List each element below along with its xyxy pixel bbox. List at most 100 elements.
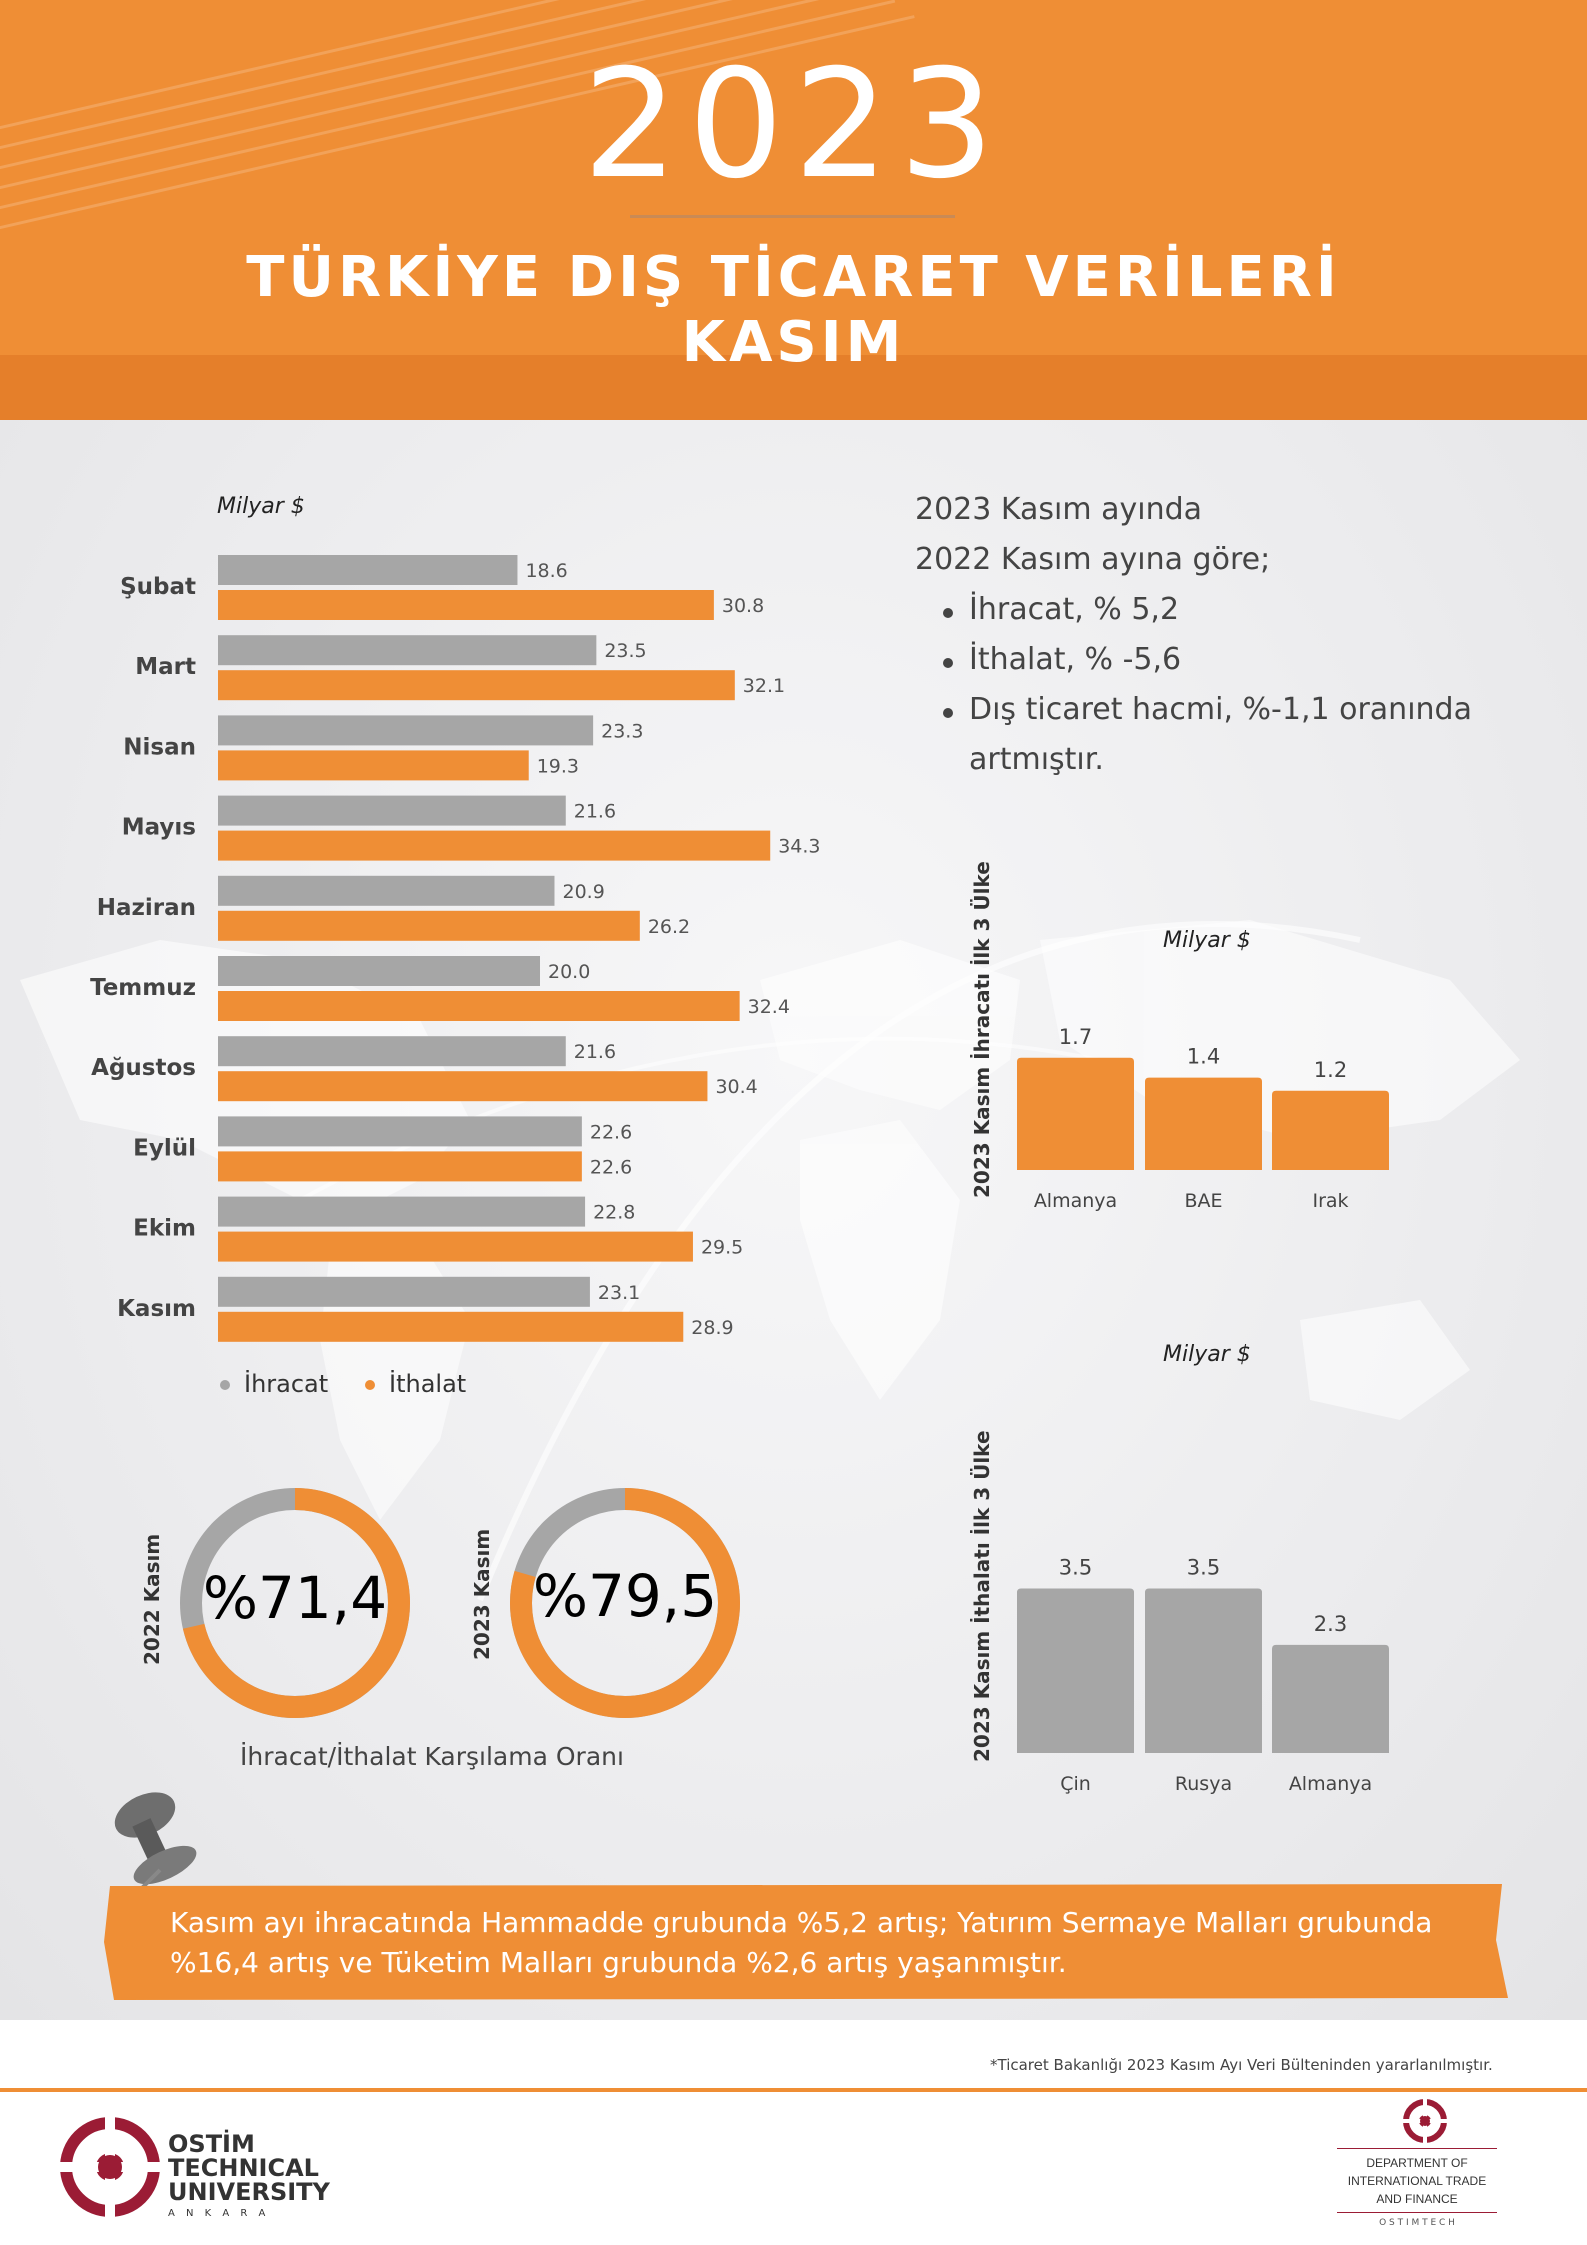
donut-coverage-arc <box>182 1488 410 1718</box>
country-bar-value: 1.2 <box>1314 1058 1347 1082</box>
department-name-line-2: INTERNATIONAL TRADE <box>1347 2174 1487 2188</box>
country-bar-value: 3.5 <box>1187 1556 1220 1580</box>
import-top3-chart: 3.5 Çin 3.5 Rusya 2.3 Almanya <box>1017 1556 1389 1795</box>
import-bar <box>218 830 771 861</box>
country-bar-value: 3.5 <box>1059 1556 1092 1580</box>
bullet-dot <box>943 708 953 718</box>
import-bar <box>218 1231 693 1262</box>
month-label: Ağustos <box>91 1055 196 1081</box>
note-line-2: %16,4 artış ve Tüketim Malları grubunda … <box>170 1946 1067 1979</box>
month-label: Mart <box>135 654 196 680</box>
country-label: Almanya <box>1289 1773 1372 1795</box>
footnote: *Ticaret Bakanlığı 2023 Kasım Ayı Veri B… <box>990 2056 1493 2074</box>
country-label: Almanya <box>1034 1190 1117 1212</box>
export-bar <box>218 715 594 746</box>
country-label: Çin <box>1060 1773 1091 1795</box>
department-name-line-1: DEPARTMENT OF <box>1366 2156 1468 2170</box>
summary-continuation: artmıştır. <box>969 742 1104 777</box>
donut-2023-title: 2023 Kasım <box>470 1528 494 1660</box>
department-rule-top <box>1337 2148 1497 2149</box>
department-name-line-3: AND FINANCE <box>1376 2192 1458 2206</box>
donut-2022-title: 2022 Kasım <box>140 1533 164 1665</box>
import-bar-label: 19.3 <box>537 755 579 777</box>
ostim-logo-icon <box>55 2112 165 2222</box>
month-label: Temmuz <box>90 975 196 1001</box>
university-name-line-2: TECHNICAL <box>168 2154 319 2182</box>
year-title: 2023 <box>582 38 1005 212</box>
import-bar <box>218 1311 684 1342</box>
summary-bullet-volume: Dış ticaret hacmi, %-1,1 oranında <box>969 692 1472 727</box>
export-bar-label: 22.6 <box>590 1121 632 1143</box>
export-bar <box>218 1116 582 1147</box>
import-bar-label: 30.4 <box>715 1076 757 1098</box>
month-label: Şubat <box>120 574 196 600</box>
import-bar-label: 30.8 <box>722 595 764 617</box>
export-bar <box>218 795 566 826</box>
footer-divider <box>0 2088 1587 2092</box>
month-label: Eylül <box>133 1135 196 1161</box>
import-bar-label: 26.2 <box>648 916 690 938</box>
export-bar-label: 23.5 <box>604 640 646 662</box>
import-bar-label: 32.4 <box>748 996 790 1018</box>
summary-bullet-export: İhracat, % 5,2 <box>969 592 1180 627</box>
monthly-trade-chart: Şubat 18.6 30.8 Mart 23.5 32.1 Nisan 23.3 19.3 Ma… <box>90 555 821 1342</box>
department-logo-icon <box>1400 2096 1450 2146</box>
department-rule-bottom <box>1337 2212 1497 2213</box>
month-label: Haziran <box>97 895 196 921</box>
donut-2022-chart <box>180 1488 410 1718</box>
export-bar-label: 20.9 <box>562 881 604 903</box>
country-bar-value: 1.7 <box>1059 1025 1092 1049</box>
export-bar <box>218 555 518 585</box>
page-title: TÜRKİYE DIŞ TİCARET VERİLERİ <box>246 245 1341 310</box>
pushpin-icon <box>114 1792 197 1902</box>
header-band <box>0 355 1587 420</box>
import-bar <box>218 590 714 620</box>
legend-export-label: İhracat <box>244 1370 329 1398</box>
legend-import-swatch <box>365 1380 375 1390</box>
university-name: OSTİM TECHNICAL UNIVERSITY <box>168 2132 330 2204</box>
year-divider <box>630 215 955 218</box>
import-bar <box>218 1071 708 1102</box>
university-name-line-1: OSTİM <box>168 2130 255 2158</box>
import-bar <box>218 670 735 701</box>
donut-2023-value: %79,5 <box>532 1562 718 1630</box>
country-bar <box>1017 1057 1134 1170</box>
import-bar-label: 29.5 <box>701 1237 743 1259</box>
export-bar-label: 23.3 <box>601 720 643 742</box>
country-label: Irak <box>1312 1190 1348 1212</box>
university-city: A N K A R A <box>168 2208 270 2219</box>
page-subtitle: KASIM <box>681 310 906 375</box>
export-bar <box>218 875 555 906</box>
import-top3-title: 2023 Kasım İthalatı İlk 3 Ülke <box>970 1430 994 1762</box>
summary-bullet-import: İthalat, % -5,6 <box>969 642 1182 677</box>
bullet-dot <box>943 658 953 668</box>
import-bar-label: 28.9 <box>691 1317 733 1339</box>
country-bar <box>1017 1588 1134 1753</box>
donut-2023-chart <box>510 1488 740 1718</box>
donut-caption: İhracat/İthalat Karşılama Oranı <box>240 1742 624 1771</box>
summary-line-1: 2023 Kasım ayında <box>915 492 1203 527</box>
export-bar-label: 23.1 <box>598 1282 640 1304</box>
bullet-dot <box>943 608 953 618</box>
country-bar-value: 2.3 <box>1314 1612 1347 1636</box>
import-bar-label: 32.1 <box>743 675 785 697</box>
export-bar <box>218 956 540 986</box>
department-name: DEPARTMENT OF INTERNATIONAL TRADE AND FI… <box>1317 2154 1517 2208</box>
note-line-1: Kasım ayı ihracatında Hammadde grubunda … <box>170 1906 1433 1939</box>
country-bar <box>1145 1588 1262 1753</box>
export-bar-label: 20.0 <box>548 961 590 983</box>
country-label: BAE <box>1184 1190 1222 1212</box>
month-label: Mayıs <box>122 815 196 841</box>
note-banner <box>104 1884 1508 2000</box>
import-bar <box>218 1151 582 1182</box>
export-bar <box>218 1036 566 1067</box>
header-banner <box>0 0 1587 420</box>
month-label: Ekim <box>133 1216 196 1242</box>
export-bar <box>218 635 597 666</box>
export-bar-label: 21.6 <box>574 1041 616 1063</box>
month-label: Kasım <box>117 1296 196 1322</box>
country-bar <box>1145 1077 1262 1170</box>
export-bar-label: 18.6 <box>525 560 567 582</box>
import-bar <box>218 910 640 941</box>
university-name-line-3: UNIVERSITY <box>168 2178 330 2206</box>
